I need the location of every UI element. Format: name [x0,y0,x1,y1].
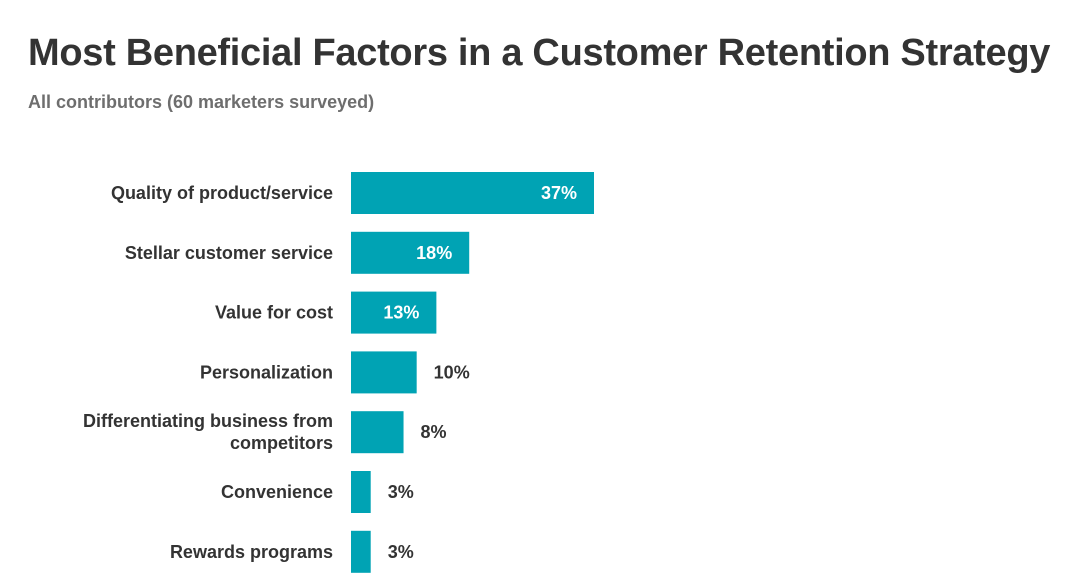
value-label-5: 3% [388,482,414,502]
category-label-2: Value for cost [215,303,333,323]
category-label-0: Quality of product/service [111,183,333,203]
bar-1 [351,231,470,274]
chart-subtitle: All contributors (60 marketers surveyed) [28,92,375,112]
value-label-3: 10% [434,362,470,382]
bar-5 [351,471,371,513]
category-label-line: Convenience [221,482,333,502]
chart-title: Most Beneficial Factors in a Customer Re… [28,32,1051,74]
value-label-1: 18% [416,243,452,263]
category-label-6: Rewards programs [170,542,333,562]
bar-6 [351,530,371,573]
category-label-1: Stellar customer service [125,243,333,263]
category-label-5: Convenience [221,482,333,502]
category-label-3: Personalization [200,362,333,382]
category-label-line: Rewards programs [170,542,333,562]
category-label-4: Differentiating business from competitors [83,411,333,453]
bar-4 [351,411,404,454]
bar-0 [351,172,594,214]
category-label-line: competitors [230,433,333,453]
bar-3 [351,351,417,394]
category-label-line: Personalization [200,362,333,382]
category-label-line: Quality of product/service [111,183,333,203]
category-label-line: Differentiating business from [83,411,333,431]
category-label-line: Stellar customer service [125,243,333,263]
category-label-line: Value for cost [215,303,333,323]
bar-2 [351,291,437,334]
value-label-0: 37% [541,183,577,203]
value-label-2: 13% [383,303,419,323]
value-label-6: 3% [388,542,414,562]
value-label-4: 8% [421,422,447,442]
